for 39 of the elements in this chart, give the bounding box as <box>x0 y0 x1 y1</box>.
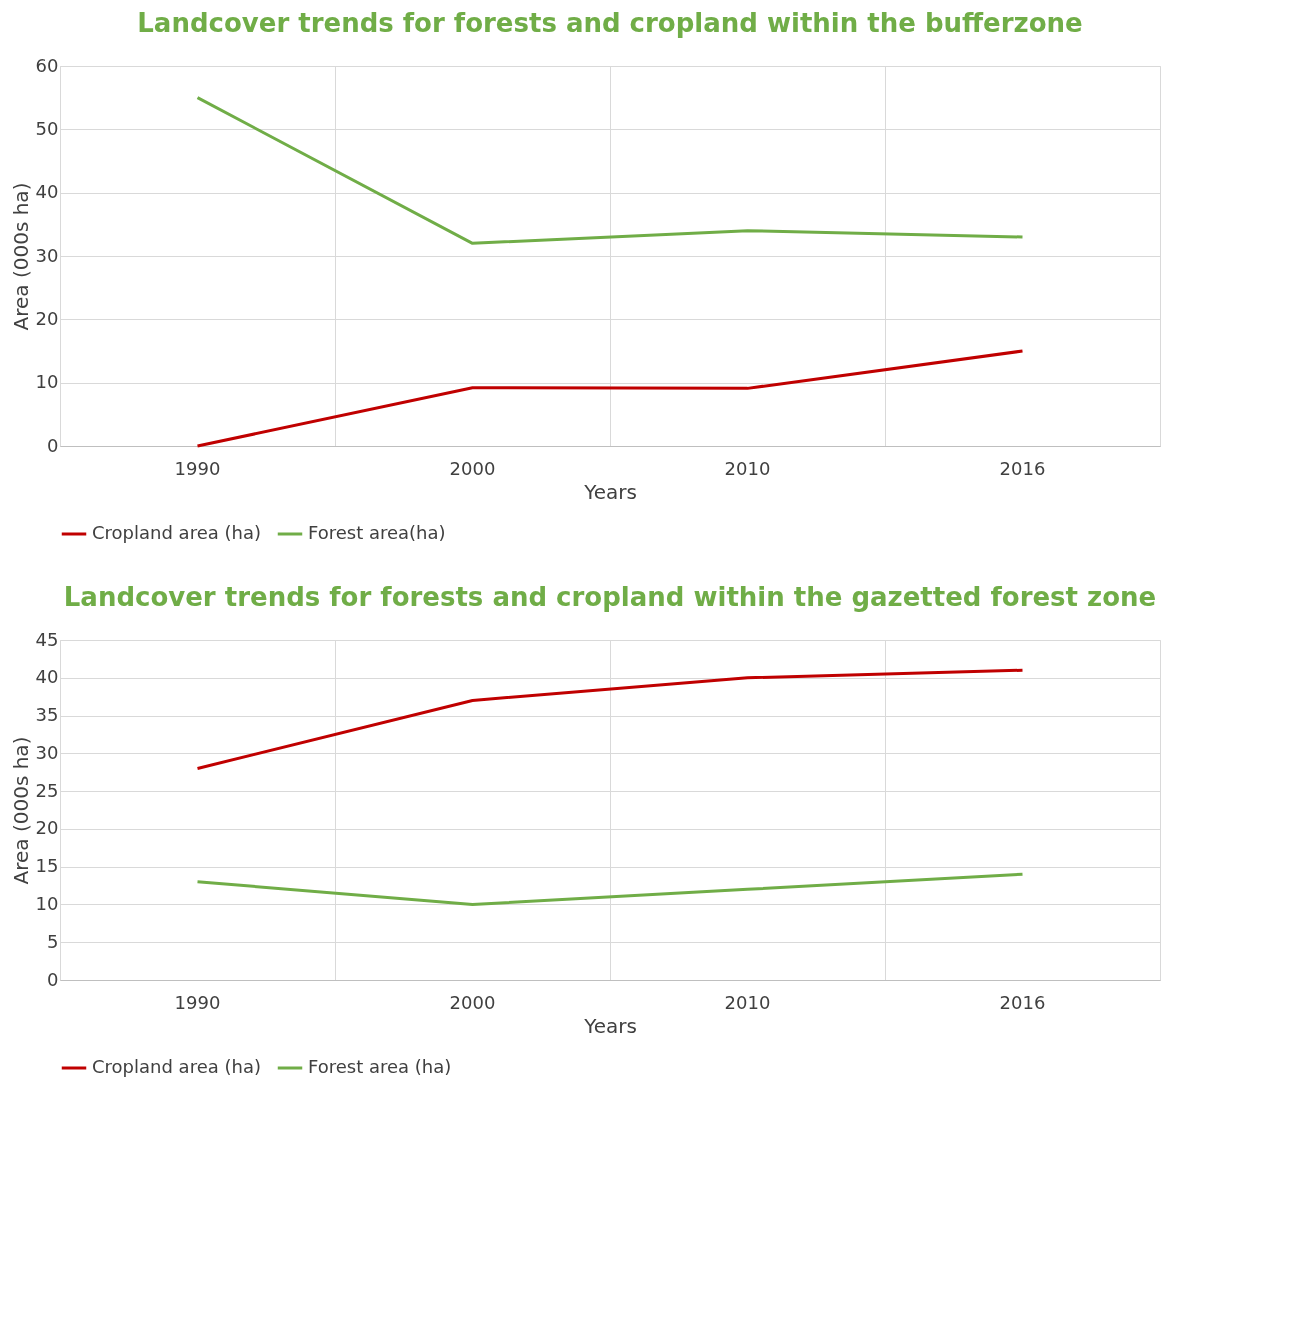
x-tick-label: 2010 <box>724 457 771 479</box>
y-axis-title: Area (000s ha) <box>8 736 33 885</box>
legend-label: Cropland area (ha) <box>92 522 261 543</box>
y-tick-label: 20 <box>35 817 59 839</box>
x-tick-label: 2010 <box>724 991 771 1013</box>
y-tick-label: 0 <box>47 434 59 456</box>
y-tick-label: 25 <box>35 779 59 801</box>
chart-title: Landcover trends for forests and cropland within the bufferzone <box>137 8 1083 38</box>
y-tick-label: 15 <box>35 855 59 877</box>
x-tick-label: 2016 <box>999 457 1046 479</box>
y-tick-label: 10 <box>35 892 59 914</box>
x-tick-label: 1990 <box>174 457 221 479</box>
line-series <box>196 349 1024 448</box>
x-axis-title: Years <box>583 479 637 504</box>
legend-label: Forest area(ha) <box>308 522 446 543</box>
y-tick-label: 30 <box>35 741 59 763</box>
y-axis-title: Area (000s ha) <box>8 182 33 331</box>
line-series <box>196 872 1024 906</box>
x-axis-title: Years <box>583 1013 637 1038</box>
y-tick-label: 10 <box>35 371 59 393</box>
y-tick-label: 5 <box>47 930 59 952</box>
x-tick-label: 2016 <box>999 991 1046 1013</box>
y-tick-label: 50 <box>35 117 59 139</box>
y-tick-label: 40 <box>35 181 59 203</box>
x-tick-label: 1990 <box>174 991 221 1013</box>
y-tick-label: 0 <box>47 968 59 990</box>
y-tick-label: 40 <box>35 666 59 688</box>
y-tick-label: 30 <box>35 244 59 266</box>
y-tick-label: 20 <box>35 307 59 329</box>
chart-title: Landcover trends for forests and cropland within the gazetted forest zone <box>63 582 1157 612</box>
line-series <box>196 96 1024 245</box>
y-tick-label: 60 <box>35 54 59 76</box>
legend-label: Forest area (ha) <box>308 1056 452 1077</box>
x-tick-label: 2000 <box>449 991 496 1013</box>
y-tick-label: 45 <box>35 628 59 650</box>
y-tick-label: 35 <box>35 704 59 726</box>
line-series <box>196 668 1024 770</box>
legend-label: Cropland area (ha) <box>92 1056 261 1077</box>
x-tick-label: 2000 <box>449 457 496 479</box>
